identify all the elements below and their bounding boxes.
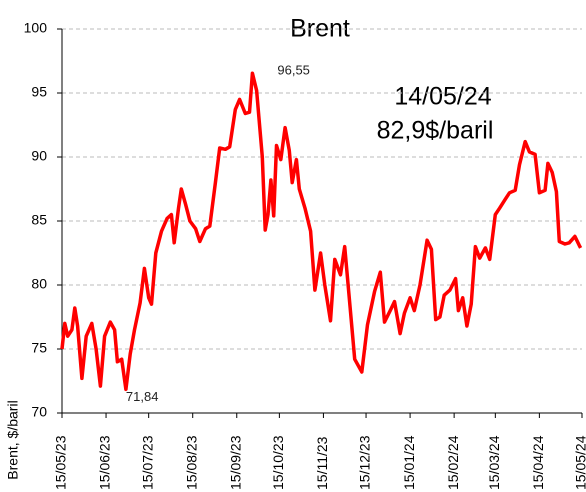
y-tick-label: 80 [31,276,47,292]
line [60,71,583,392]
x-tick-label: 15/11/23 [314,436,330,490]
x-tick-label: 15/05/23 [53,435,69,490]
x-tick-label: 15/02/24 [445,435,461,490]
x-tick-label: 15/12/23 [357,435,373,490]
y-tick-label: 100 [24,20,48,36]
y-tick-label: 85 [31,212,47,228]
x-tick-label: 15/03/24 [486,435,502,490]
x-tick-label: 15/07/23 [139,435,155,490]
annotation: 82,9$/baril [377,117,494,145]
x-tick-label: 15/05/24 [573,435,586,490]
chart-title: Brent [290,15,350,43]
y-tick-label: 95 [31,84,47,100]
x-tick-label: 15/09/23 [227,435,243,490]
y-tick-label: 75 [31,340,47,356]
x-tick-label: 15/06/23 [97,435,113,490]
x-tick-label: 15/10/23 [270,435,286,490]
x-tick-label: 15/04/24 [530,435,546,490]
x-tick-label: 15/01/24 [401,435,417,490]
y-tick-label: 90 [31,148,47,164]
point-label: 96,55 [277,63,310,78]
annotation: 14/05/24 [394,83,491,111]
point-label: 71,84 [126,389,159,404]
y-axis-label: Brent, $/baril [5,400,21,479]
x-tick-label: 15/08/23 [183,435,199,490]
y-tick-label: 70 [31,404,47,420]
